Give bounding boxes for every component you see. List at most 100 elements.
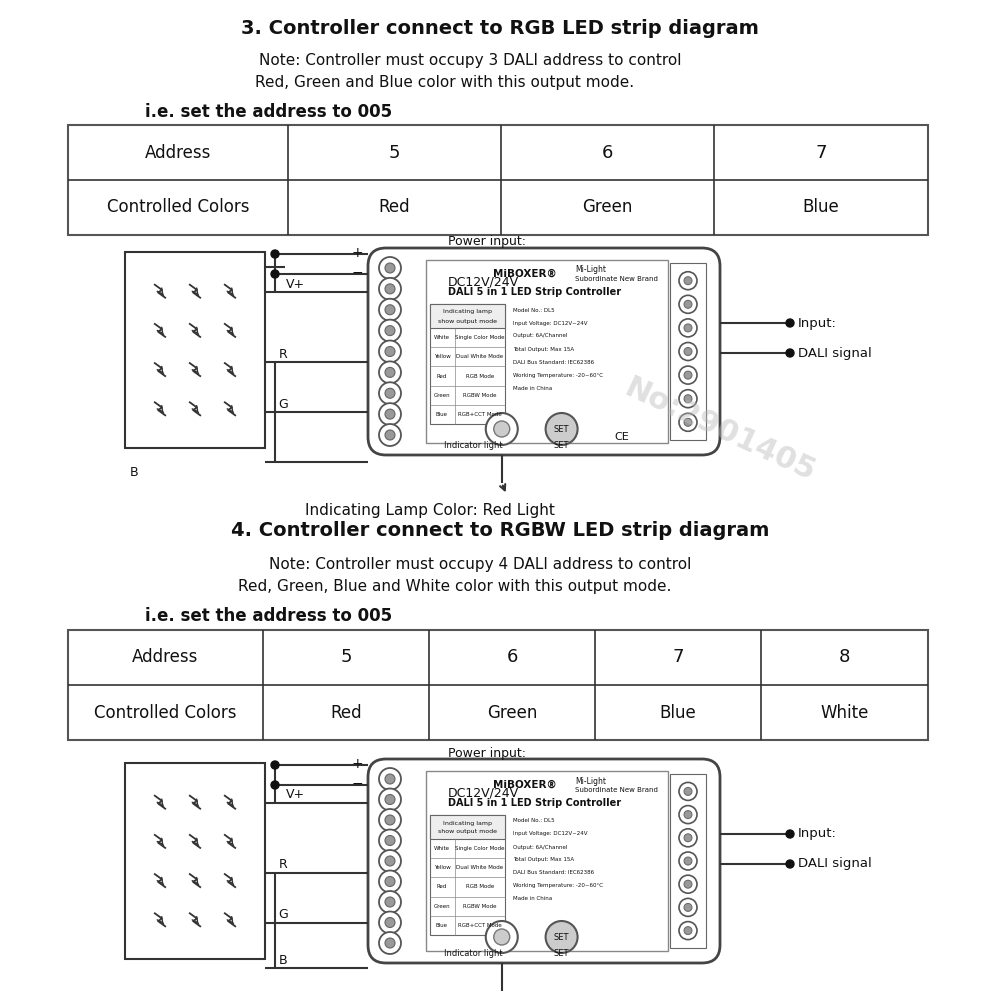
Text: Red, Green and Blue color with this output mode.: Red, Green and Blue color with this outp… bbox=[255, 75, 635, 90]
Text: Dual White Mode: Dual White Mode bbox=[456, 354, 504, 359]
Text: Blue: Blue bbox=[436, 412, 448, 417]
Text: DALI 5 in 1 LED Strip Controller: DALI 5 in 1 LED Strip Controller bbox=[448, 798, 621, 808]
Text: White: White bbox=[434, 335, 450, 340]
Circle shape bbox=[786, 319, 794, 327]
Circle shape bbox=[684, 418, 692, 426]
Circle shape bbox=[684, 371, 692, 379]
Circle shape bbox=[379, 340, 401, 362]
Circle shape bbox=[786, 860, 794, 868]
Text: 6: 6 bbox=[602, 143, 613, 161]
Circle shape bbox=[379, 870, 401, 892]
Circle shape bbox=[379, 768, 401, 790]
Circle shape bbox=[546, 413, 578, 445]
Text: Subordinate New Brand: Subordinate New Brand bbox=[575, 787, 658, 793]
Circle shape bbox=[679, 295, 697, 313]
Circle shape bbox=[379, 809, 401, 831]
Text: 5: 5 bbox=[389, 143, 400, 161]
Text: SET: SET bbox=[554, 932, 569, 942]
Text: Single Color Mode: Single Color Mode bbox=[455, 846, 505, 851]
Text: Power input:: Power input: bbox=[448, 746, 526, 760]
Text: Controlled Colors: Controlled Colors bbox=[107, 198, 249, 217]
Circle shape bbox=[385, 263, 395, 273]
Text: i.e. set the address to 005: i.e. set the address to 005 bbox=[145, 103, 392, 121]
Circle shape bbox=[379, 891, 401, 913]
Circle shape bbox=[379, 257, 401, 279]
Bar bbox=[426, 260, 668, 443]
Text: 8: 8 bbox=[839, 648, 850, 666]
Text: −: − bbox=[351, 777, 363, 791]
Circle shape bbox=[385, 836, 395, 846]
Text: 7: 7 bbox=[672, 648, 684, 666]
Circle shape bbox=[379, 320, 401, 342]
Text: Model No.: DL5: Model No.: DL5 bbox=[513, 818, 555, 824]
Text: Dual White Mode: Dual White Mode bbox=[456, 865, 504, 870]
Circle shape bbox=[679, 922, 697, 940]
Circle shape bbox=[546, 921, 578, 953]
Bar bbox=[68, 630, 928, 740]
Text: Mi-Light: Mi-Light bbox=[575, 776, 606, 786]
Text: MiBOXER®: MiBOXER® bbox=[493, 780, 557, 790]
Text: +: + bbox=[351, 246, 363, 260]
Text: Total Output: Max 15A: Total Output: Max 15A bbox=[513, 347, 574, 352]
Circle shape bbox=[684, 811, 692, 819]
Text: Yellow: Yellow bbox=[434, 354, 450, 359]
Text: show output mode: show output mode bbox=[438, 318, 497, 324]
Text: Input Voltage: DC12V~24V: Input Voltage: DC12V~24V bbox=[513, 832, 588, 836]
Text: White: White bbox=[820, 704, 869, 722]
Circle shape bbox=[385, 918, 395, 928]
Text: Model No.: DL5: Model No.: DL5 bbox=[513, 308, 555, 312]
Text: +: + bbox=[351, 757, 363, 771]
Text: Single Color Mode: Single Color Mode bbox=[455, 335, 505, 340]
Text: Red: Red bbox=[330, 704, 362, 722]
Text: B: B bbox=[130, 466, 139, 479]
Circle shape bbox=[385, 815, 395, 825]
Text: CE: CE bbox=[614, 432, 629, 442]
Text: 6: 6 bbox=[506, 648, 518, 666]
Text: Red: Red bbox=[379, 198, 410, 217]
Text: Green: Green bbox=[434, 393, 450, 398]
Text: No:2901405: No:2901405 bbox=[620, 373, 820, 487]
Text: Red: Red bbox=[437, 373, 447, 378]
Text: RGB Mode: RGB Mode bbox=[466, 373, 494, 378]
Circle shape bbox=[385, 305, 395, 315]
Text: Power input:: Power input: bbox=[448, 235, 526, 248]
Circle shape bbox=[679, 319, 697, 337]
Text: Blue: Blue bbox=[803, 198, 839, 217]
Text: RGB+CCT Mode: RGB+CCT Mode bbox=[458, 412, 502, 417]
Text: i.e. set the address to 005: i.e. set the address to 005 bbox=[145, 607, 392, 625]
Text: Subordinate New Brand: Subordinate New Brand bbox=[575, 276, 658, 282]
Text: Blue: Blue bbox=[660, 704, 696, 722]
Text: Blue: Blue bbox=[436, 923, 448, 928]
Text: Indicating Lamp Color: Red Light: Indicating Lamp Color: Red Light bbox=[305, 502, 555, 518]
Circle shape bbox=[679, 806, 697, 824]
Text: DC12V/24V: DC12V/24V bbox=[448, 786, 519, 800]
Bar bbox=[426, 771, 668, 951]
Circle shape bbox=[679, 342, 697, 360]
Text: RGBW Mode: RGBW Mode bbox=[463, 393, 497, 398]
Circle shape bbox=[786, 830, 794, 838]
Text: SET: SET bbox=[554, 424, 569, 434]
Text: 7: 7 bbox=[815, 143, 827, 161]
Text: Green: Green bbox=[487, 704, 537, 722]
Circle shape bbox=[385, 326, 395, 336]
Text: Total Output: Max 15A: Total Output: Max 15A bbox=[513, 857, 574, 862]
Circle shape bbox=[684, 348, 692, 356]
Circle shape bbox=[379, 403, 401, 425]
Bar bbox=[430, 815, 505, 839]
Text: RGBW Mode: RGBW Mode bbox=[463, 904, 497, 909]
Circle shape bbox=[379, 278, 401, 300]
Text: Input Voltage: DC12V~24V: Input Voltage: DC12V~24V bbox=[513, 320, 588, 326]
Text: G: G bbox=[278, 908, 288, 922]
Text: V+: V+ bbox=[285, 788, 305, 802]
Circle shape bbox=[379, 912, 401, 934]
Text: Controlled Colors: Controlled Colors bbox=[94, 704, 237, 722]
Text: 4. Controller connect to RGBW LED strip diagram: 4. Controller connect to RGBW LED strip … bbox=[231, 520, 769, 540]
Circle shape bbox=[385, 409, 395, 419]
Bar bbox=[670, 774, 706, 948]
Text: G: G bbox=[278, 397, 288, 410]
Text: Indicator light: Indicator light bbox=[444, 440, 503, 450]
Bar bbox=[125, 763, 265, 959]
Circle shape bbox=[379, 830, 401, 852]
Circle shape bbox=[679, 875, 697, 893]
Text: DALI signal: DALI signal bbox=[798, 347, 872, 360]
